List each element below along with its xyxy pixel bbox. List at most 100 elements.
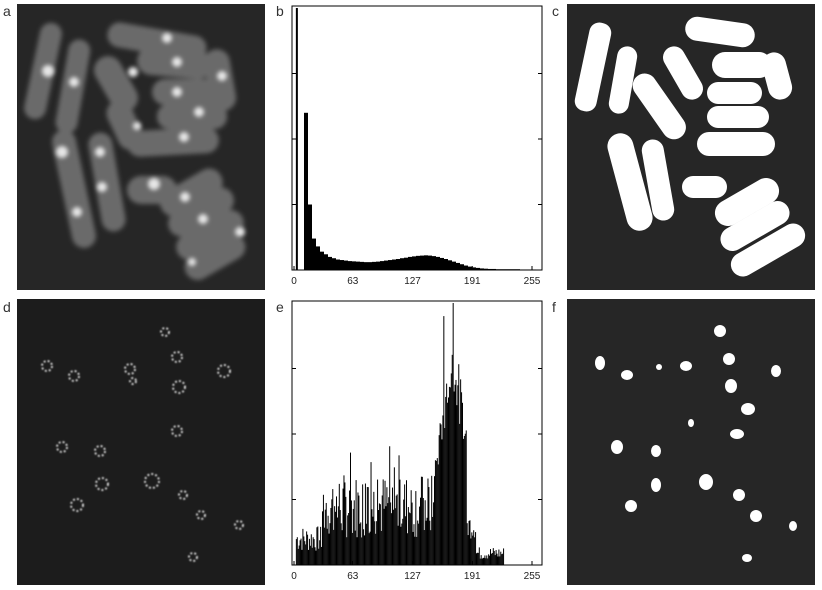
histogram-e-bar-160 — [443, 316, 445, 565]
histogram-b-bar-24 — [392, 259, 396, 270]
histogram-e-bar-189 — [470, 538, 472, 565]
histogram-e-xtick-label-2: 127 — [404, 571, 421, 582]
histogram-e-bar-21 — [313, 539, 315, 565]
histogram-b-bar-12 — [344, 260, 348, 270]
histogram-e-bar-186 — [467, 535, 469, 565]
histogram-e-bar-176 — [458, 364, 460, 565]
histogram-e-bar-18 — [310, 534, 312, 565]
histogram-b-bar-8 — [328, 256, 332, 270]
histogram-e-bar-169 — [451, 354, 453, 565]
histogram-b-bar-35 — [436, 256, 440, 270]
histogram-e-bar-133 — [418, 523, 420, 565]
histogram-e-bar-202 — [482, 557, 484, 565]
histogram-e-bar-178 — [460, 379, 462, 565]
histogram-e-bar-208 — [488, 554, 490, 565]
histogram-e-bar-72 — [361, 537, 363, 565]
histogram-e-bar-196 — [476, 552, 478, 565]
histogram-e-bar-79 — [367, 487, 369, 565]
histogram-b-bar-51 — [500, 269, 504, 270]
histogram-e-bar-131 — [416, 536, 418, 565]
histogram-e-bar-162 — [445, 396, 447, 565]
histogram-b-xtick-label-4: 255 — [524, 276, 541, 287]
histogram-e-bar-2 — [295, 539, 297, 565]
histogram-e-bar-194 — [475, 532, 477, 565]
histogram-e-bar-190 — [471, 532, 473, 565]
spot-mask-image — [567, 299, 815, 585]
histogram-e-bar-43 — [334, 506, 336, 565]
histogram-e-bar-187 — [468, 520, 470, 565]
histogram-e-bar-110 — [396, 494, 398, 565]
histogram-e-bar-218 — [497, 556, 499, 565]
histogram-e-bar-195 — [476, 553, 477, 565]
histogram-e-bar-154 — [437, 464, 439, 565]
histogram-e-bar-26 — [318, 548, 320, 565]
histogram-e-bar-85 — [373, 491, 375, 565]
histogram-e-bar-126 — [411, 502, 413, 565]
histogram-e-bar-172 — [454, 384, 456, 565]
histogram-e-bar-16 — [308, 538, 310, 565]
histogram-e-bar-214 — [493, 550, 495, 565]
histogram-e-bar-107 — [393, 467, 395, 565]
cell-mask-panel — [567, 4, 815, 290]
histogram-e-bar-77 — [365, 523, 367, 565]
histogram-e-bar-42 — [333, 529, 335, 565]
micrograph-cells-image — [17, 4, 265, 290]
histogram-e-bar-19 — [311, 547, 313, 565]
histogram-e-bar-212 — [491, 552, 493, 565]
histogram-e-bar-213 — [492, 548, 494, 565]
histogram-e-bar-116 — [402, 518, 404, 565]
histogram-e-bar-188 — [469, 520, 471, 565]
histogram-e-bars — [295, 303, 505, 565]
histogram-e-bar-37 — [328, 533, 330, 565]
histogram-b-bar-4 — [312, 238, 316, 270]
histogram-e-bar-220 — [499, 556, 501, 565]
histogram-e-bar-123 — [408, 512, 410, 565]
histogram-b-bar-40 — [456, 262, 460, 270]
histogram-e-bar-134 — [419, 506, 421, 565]
histogram-e-bar-30 — [322, 511, 323, 565]
histogram-e: 0 63 127 191 255 — [284, 299, 546, 589]
histogram-e-bar-27 — [319, 540, 321, 565]
histogram-e-bar-115 — [401, 523, 403, 565]
histogram-b-bar-46 — [480, 268, 484, 270]
histogram-b-bar-5 — [316, 246, 320, 270]
histogram-b-bar-59 — [532, 269, 536, 270]
histogram-e-bar-98 — [385, 506, 387, 565]
histogram-e-bar-179 — [461, 392, 463, 565]
histogram-e-bar-38 — [329, 523, 331, 565]
histogram-e-bar-204 — [484, 555, 486, 565]
histogram-e-bar-184 — [465, 430, 467, 565]
histogram-b-xtick-label-3: 191 — [464, 276, 481, 287]
histogram-e-bar-141 — [425, 520, 427, 565]
histogram-e-bar-74 — [363, 529, 365, 565]
histogram-e-bar-192 — [473, 530, 475, 565]
histogram-e-bar-128 — [413, 524, 415, 565]
histogram-e-bar-140 — [424, 500, 426, 565]
histogram-b-bar-38 — [448, 260, 452, 270]
histogram-e-bar-171 — [453, 391, 455, 565]
histogram-b-plot-area — [291, 5, 543, 271]
histogram-e-bar-28 — [320, 526, 322, 565]
histogram-b-xtick-label-1: 63 — [347, 276, 359, 287]
histogram-e-bar-89 — [377, 479, 379, 565]
histogram-b-bar-3 — [308, 204, 312, 270]
histogram-e-bar-112 — [398, 455, 400, 565]
histogram-e-bar-148 — [432, 516, 434, 565]
histogram-e-bar-152 — [435, 460, 437, 565]
histogram-e-bar-13 — [306, 531, 308, 565]
histogram-b-bar-57 — [524, 269, 528, 270]
histogram-b-bar-47 — [484, 268, 488, 270]
histogram-e-bar-117 — [403, 499, 405, 565]
histogram-e-bar-46 — [336, 517, 338, 565]
histogram-e-plot-area — [291, 300, 543, 566]
histogram-e-bar-167 — [449, 387, 451, 565]
histogram-b-bar-14 — [352, 261, 356, 270]
panel-label-b: b — [276, 3, 284, 19]
histogram-e-bar-34 — [325, 502, 327, 565]
histogram-e-bar-63 — [352, 508, 354, 565]
histogram-e-bar-50 — [340, 523, 342, 565]
histogram-b-bar-31 — [420, 255, 424, 270]
histogram-e-bar-76 — [364, 483, 366, 565]
histogram-e-bar-156 — [439, 423, 441, 565]
histogram-e-bar-198 — [478, 547, 480, 565]
